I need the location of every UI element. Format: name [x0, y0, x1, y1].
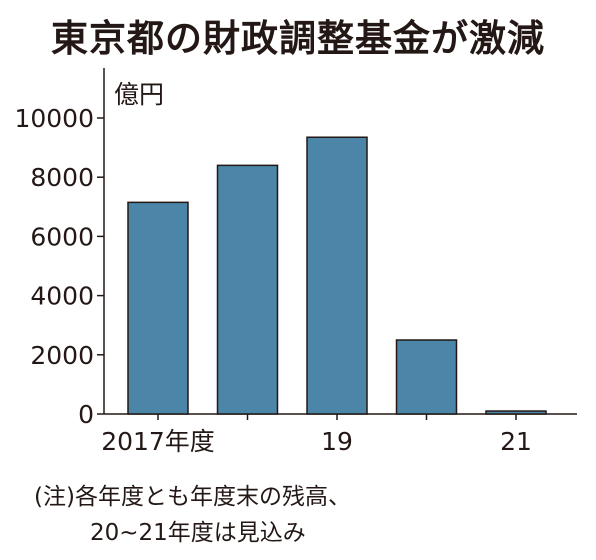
x-tick-label: 2017年度 [101, 427, 215, 456]
bar-19 [306, 136, 368, 415]
bar-20 [395, 339, 458, 415]
bars [127, 136, 547, 415]
y-unit-label: 億円 [114, 80, 164, 109]
footnote-line-2: 20~21年度は見込み [90, 520, 306, 546]
y-tick-label: 8000 [30, 163, 94, 192]
bar-18 [216, 164, 279, 415]
y-tick-label: 4000 [30, 282, 94, 311]
labels: 0 2000 4000 6000 8000 10000 億円 2017年度 19 21 [14, 80, 531, 456]
y-tick-label: 2000 [30, 341, 94, 370]
bar-21 [485, 410, 547, 415]
chart-title: 東京都の財政調整基金が激減 [51, 17, 545, 60]
x-tick-label: 21 [500, 427, 532, 456]
y-tick-label: 6000 [30, 222, 94, 251]
footnote-line-1: (注)各年度とも年度末の残高、 [34, 484, 351, 510]
y-tick-label: 10000 [14, 104, 94, 133]
y-tick-label: 0 [78, 400, 94, 429]
bar-2017年度 [127, 201, 189, 415]
x-tick-label: 19 [321, 427, 353, 456]
